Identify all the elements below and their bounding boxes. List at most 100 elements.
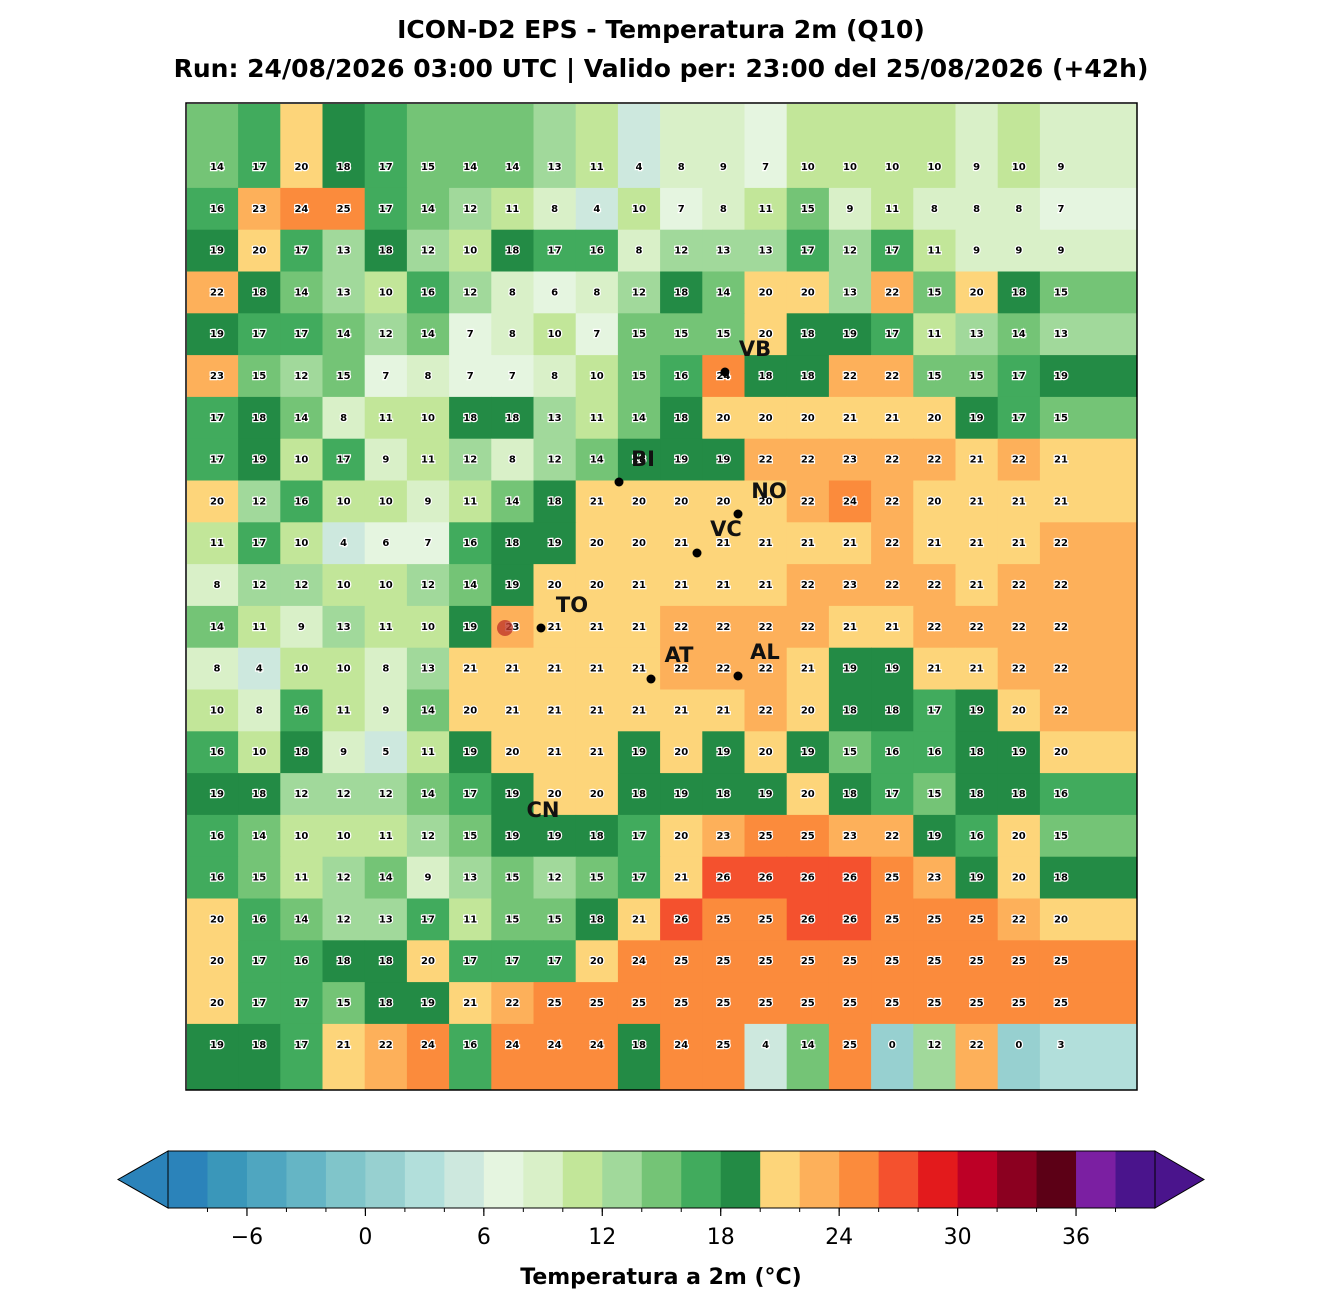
temperature-cell xyxy=(533,731,577,774)
grid-value: 9 xyxy=(973,162,980,173)
grid-value: 12 xyxy=(252,580,266,591)
temperature-cell xyxy=(1039,1023,1137,1090)
temperature-cell xyxy=(786,355,830,398)
temperature-cell xyxy=(617,898,661,941)
temperature-cell xyxy=(364,313,408,356)
temperature-cell xyxy=(702,689,745,732)
temperature-cell xyxy=(744,438,788,481)
temperature-cell xyxy=(786,940,830,983)
temperature-cell xyxy=(913,1023,956,1090)
grid-value: 21 xyxy=(505,705,519,716)
grid-value: 24 xyxy=(505,1040,519,1051)
grid-value: 16 xyxy=(463,1040,477,1051)
temperature-cell xyxy=(364,605,408,649)
grid-value: 22 xyxy=(716,622,730,633)
grid-value: 25 xyxy=(843,998,857,1009)
temperature-cell xyxy=(660,396,703,440)
temperature-cell xyxy=(828,480,872,523)
temperature-cell xyxy=(575,271,619,314)
grid-value: 23 xyxy=(843,831,857,842)
grid-value: 14 xyxy=(463,162,477,173)
temperature-cell xyxy=(575,856,619,899)
grid-value: 8 xyxy=(214,664,221,675)
grid-value: 10 xyxy=(252,747,266,758)
grid-value: 12 xyxy=(421,246,435,257)
grid-value: 24 xyxy=(294,204,308,215)
grid-value: 15 xyxy=(252,873,266,884)
grid-value: 19 xyxy=(759,789,773,800)
grid-value: 21 xyxy=(759,580,773,591)
grid-value: 17 xyxy=(1012,413,1026,424)
grid-value: 15 xyxy=(927,287,941,298)
grid-value: 19 xyxy=(1012,747,1026,758)
temperature-cell xyxy=(187,689,239,732)
temperature-cell xyxy=(533,271,577,314)
temperature-cell xyxy=(744,940,788,983)
temperature-cell xyxy=(702,940,745,983)
temperature-cell xyxy=(660,187,703,231)
temperature-cell xyxy=(575,229,619,272)
grid-value: 22 xyxy=(885,580,899,591)
grid-value: 12 xyxy=(379,789,393,800)
grid-value: 22 xyxy=(843,371,857,382)
temperature-cell xyxy=(406,605,450,649)
colorbar-swatch xyxy=(246,1151,287,1208)
grid-value: 22 xyxy=(716,664,730,675)
grid-value: 26 xyxy=(801,914,815,925)
grid-value: 14 xyxy=(294,287,308,298)
grid-value: 11 xyxy=(379,831,393,842)
temperature-cell xyxy=(702,104,745,189)
grid-value: 22 xyxy=(1012,664,1026,675)
grid-value: 20 xyxy=(548,789,562,800)
grid-value: 12 xyxy=(337,873,351,884)
temperature-cell xyxy=(364,522,408,565)
temperature-cell xyxy=(871,689,914,732)
grid-value: 22 xyxy=(379,1040,393,1051)
grid-value: 18 xyxy=(1012,287,1026,298)
grid-value: 16 xyxy=(252,914,266,925)
temperature-cell xyxy=(1039,940,1137,983)
temperature-cell xyxy=(449,898,492,941)
grid-value: 21 xyxy=(548,664,562,675)
grid-value: 13 xyxy=(337,287,351,298)
temperature-cell xyxy=(871,856,914,899)
grid-value: 10 xyxy=(927,162,941,173)
temperature-cell xyxy=(449,438,492,481)
temperature-cell xyxy=(913,104,956,189)
temperature-cell xyxy=(660,898,703,941)
temperature-cell xyxy=(575,773,619,816)
temperature-cell xyxy=(406,940,450,983)
grid-value: 24 xyxy=(632,956,646,967)
temperature-cell xyxy=(786,1023,830,1090)
grid-value: 25 xyxy=(1054,998,1068,1009)
map-labels: 14 17 20 18 17 15 14 14 13 11 4 8 9 7 10 10 10 10 9 10 9 16 23… xyxy=(209,161,1069,1052)
grid-value: 12 xyxy=(463,204,477,215)
temperature-cell xyxy=(575,689,619,732)
grid-value: 22 xyxy=(885,287,899,298)
grid-value: 21 xyxy=(632,664,646,675)
grid-value: 7 xyxy=(1058,204,1065,215)
grid-value: 8 xyxy=(509,287,516,298)
grid-value: 17 xyxy=(294,329,308,340)
temperature-cell xyxy=(828,104,872,189)
temperature-cell xyxy=(491,689,534,732)
grid-value: 14 xyxy=(337,329,351,340)
grid-value: 11 xyxy=(210,538,224,549)
grid-value: 10 xyxy=(548,329,562,340)
grid-value: 9 xyxy=(298,622,305,633)
temperature-cell xyxy=(533,396,577,440)
temperature-cell xyxy=(491,355,534,398)
colorbar: −6 0 6 12 18 24 30 36 xyxy=(116,1150,1205,1250)
grid-value: 12 xyxy=(674,246,688,257)
grid-value: 25 xyxy=(843,1040,857,1051)
temperature-cell xyxy=(786,773,830,816)
grid-value: 6 xyxy=(551,287,558,298)
temperature-cell xyxy=(871,773,914,816)
temperature-cell xyxy=(702,187,745,231)
grid-value: 25 xyxy=(801,831,815,842)
temperature-cell xyxy=(744,731,788,774)
temperature-cell xyxy=(660,104,703,189)
temperature-cell xyxy=(364,731,408,774)
grid-value: 8 xyxy=(678,162,685,173)
grid-value: 20 xyxy=(801,413,815,424)
